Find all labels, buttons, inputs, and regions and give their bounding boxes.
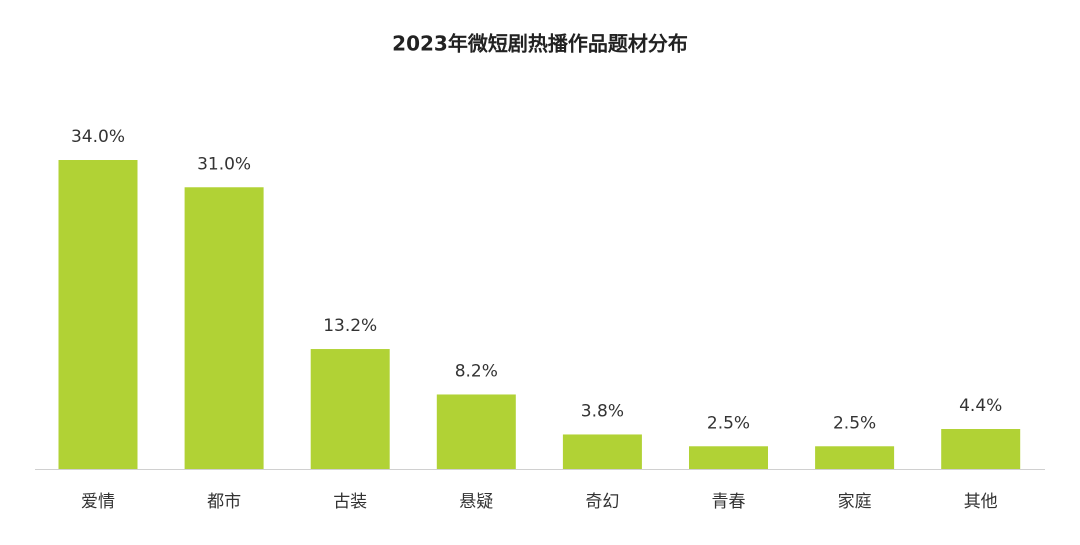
bar — [58, 160, 138, 469]
bar — [436, 394, 516, 469]
x-tick-label: 青春 — [712, 492, 746, 512]
chart-title: 2023年微短剧热播作品题材分布 — [392, 32, 688, 56]
bar — [310, 349, 390, 469]
bar — [184, 187, 264, 469]
x-tick-label: 其他 — [964, 492, 998, 512]
value-label: 3.8% — [581, 401, 624, 421]
bar — [815, 446, 895, 469]
value-label: 2.5% — [833, 413, 876, 433]
value-label: 8.2% — [455, 361, 498, 381]
x-tick-label: 爱情 — [81, 492, 115, 512]
value-label: 31.0% — [197, 154, 251, 174]
value-label: 13.2% — [323, 316, 377, 336]
value-label: 34.0% — [71, 127, 125, 147]
x-tick-label: 悬疑 — [459, 492, 493, 512]
bar — [689, 446, 768, 469]
bar — [562, 434, 642, 469]
value-label: 2.5% — [707, 413, 750, 433]
x-tick-label: 都市 — [207, 492, 241, 512]
x-tick-label: 家庭 — [838, 492, 872, 512]
value-label: 4.4% — [959, 396, 1002, 416]
x-tick-label: 奇幻 — [585, 492, 619, 512]
bar — [941, 429, 1021, 469]
x-tick-label: 古装 — [333, 492, 367, 512]
